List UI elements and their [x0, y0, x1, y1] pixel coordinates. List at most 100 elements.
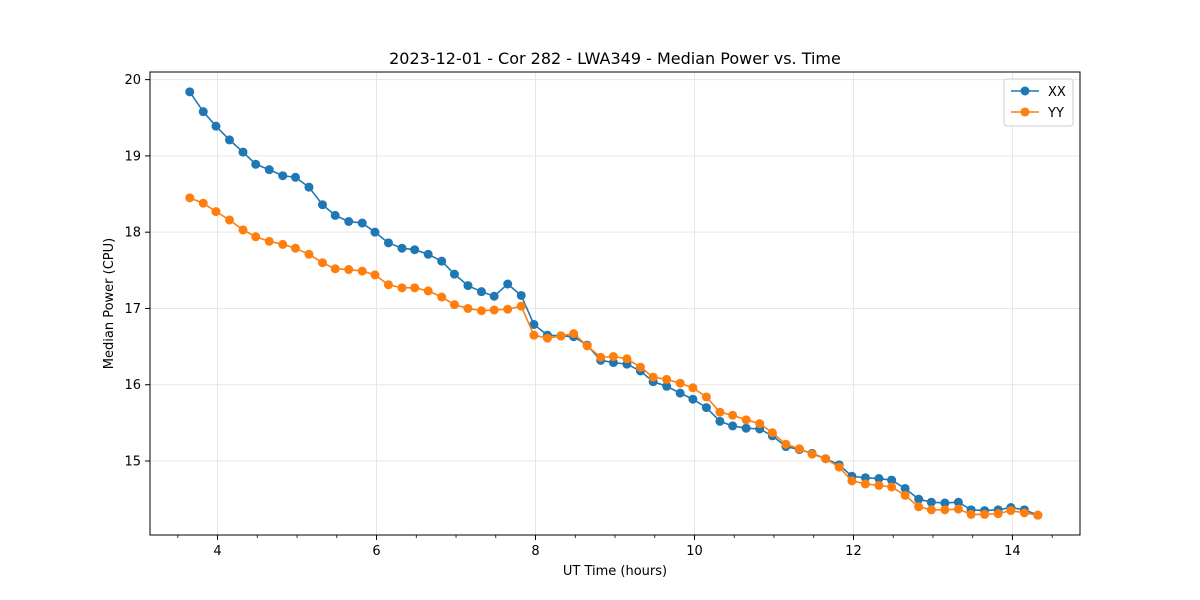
data-point-xx: [370, 227, 380, 237]
data-point-xx: [489, 291, 499, 301]
x-tick-label: 12: [845, 544, 862, 559]
data-point-yy: [966, 509, 976, 519]
data-point-xx: [715, 416, 725, 426]
data-point-xx: [940, 498, 950, 508]
x-tick-label: 4: [213, 544, 221, 559]
data-point-yy: [463, 303, 473, 313]
data-point-yy: [304, 249, 314, 259]
data-point-xx: [317, 200, 327, 210]
data-point-yy: [794, 444, 804, 454]
data-point-xx: [701, 403, 711, 413]
data-point-yy: [383, 280, 393, 290]
data-point-xx: [211, 121, 221, 131]
data-point-xx: [290, 172, 300, 182]
data-point-yy: [887, 482, 897, 492]
data-point-xx: [926, 497, 936, 507]
data-point-xx: [278, 171, 288, 181]
data-point-yy: [290, 243, 300, 253]
series-layer: [185, 87, 1043, 520]
data-point-xx: [357, 218, 367, 228]
data-point-yy: [516, 301, 526, 311]
data-point-xx: [198, 107, 208, 117]
data-point-yy: [728, 410, 738, 420]
series-yy: [185, 193, 1043, 520]
data-point-yy: [529, 330, 539, 340]
data-point-yy: [821, 454, 831, 464]
data-point-yy: [476, 306, 486, 316]
y-axis-label: Median Power (CPU): [102, 238, 117, 369]
data-point-yy: [224, 215, 234, 225]
data-point-yy: [741, 415, 751, 425]
data-point-yy: [874, 480, 884, 490]
data-point-yy: [701, 392, 711, 402]
chart-title: 2023-12-01 - Cor 282 - LWA349 - Median P…: [389, 49, 841, 68]
x-tick-label: 6: [372, 544, 380, 559]
data-point-yy: [953, 504, 963, 514]
data-point-yy: [993, 509, 1003, 519]
data-point-yy: [688, 383, 698, 393]
data-point-yy: [185, 193, 195, 203]
data-point-yy: [317, 258, 327, 268]
data-point-xx: [251, 159, 261, 169]
y-tick-label: 19: [124, 149, 141, 164]
data-point-yy: [847, 476, 857, 486]
data-point-xx: [397, 243, 407, 253]
data-point-xx: [185, 87, 195, 97]
y-tick-label: 18: [124, 226, 141, 241]
data-point-xx: [675, 388, 685, 398]
data-point-xx: [741, 423, 751, 433]
data-point-yy: [238, 225, 248, 235]
x-tick-label: 8: [531, 544, 539, 559]
data-point-xx: [662, 381, 672, 391]
y-tick-label: 20: [124, 73, 141, 88]
data-point-xx: [887, 475, 897, 485]
data-point-yy: [662, 374, 672, 384]
data-point-yy: [926, 505, 936, 515]
data-point-yy: [556, 331, 566, 341]
data-point-yy: [278, 239, 288, 249]
data-point-xx: [383, 238, 393, 248]
data-point-yy: [755, 419, 765, 429]
data-point-yy: [198, 198, 208, 208]
data-point-yy: [914, 502, 924, 512]
data-point-yy: [357, 266, 367, 276]
legend-marker-yy: [1020, 107, 1030, 117]
data-point-xx: [449, 269, 459, 279]
data-point-yy: [635, 362, 645, 372]
data-point-xx: [900, 483, 910, 493]
data-point-yy: [622, 354, 632, 364]
data-point-xx: [503, 279, 513, 289]
data-point-yy: [940, 505, 950, 515]
data-point-yy: [1019, 508, 1029, 518]
data-point-xx: [529, 319, 539, 329]
data-point-xx: [476, 287, 486, 297]
data-point-yy: [410, 283, 420, 293]
data-point-xx: [410, 245, 420, 255]
data-point-xx: [238, 147, 248, 157]
data-point-yy: [900, 490, 910, 500]
x-tick-label: 10: [686, 544, 703, 559]
data-point-yy: [596, 352, 606, 362]
data-point-xx: [516, 290, 526, 300]
data-point-xx: [224, 135, 234, 145]
data-point-xx: [330, 210, 340, 220]
series-line-xx: [189, 91, 1039, 516]
legend-label-yy: YY: [1047, 106, 1064, 121]
data-point-yy: [781, 439, 791, 449]
data-point-yy: [648, 372, 658, 382]
series-xx: [185, 87, 1043, 520]
data-point-yy: [489, 305, 499, 315]
data-point-yy: [437, 292, 447, 302]
data-point-yy: [251, 232, 261, 242]
data-point-yy: [582, 341, 592, 351]
y-tick-label: 16: [124, 378, 141, 393]
data-point-yy: [675, 378, 685, 388]
data-point-yy: [423, 286, 433, 296]
y-tick-label: 17: [124, 302, 141, 317]
data-point-xx: [953, 497, 963, 507]
data-point-xx: [914, 494, 924, 504]
data-point-xx: [688, 394, 698, 404]
data-point-yy: [344, 265, 354, 275]
x-tick-label: 14: [1004, 544, 1021, 559]
